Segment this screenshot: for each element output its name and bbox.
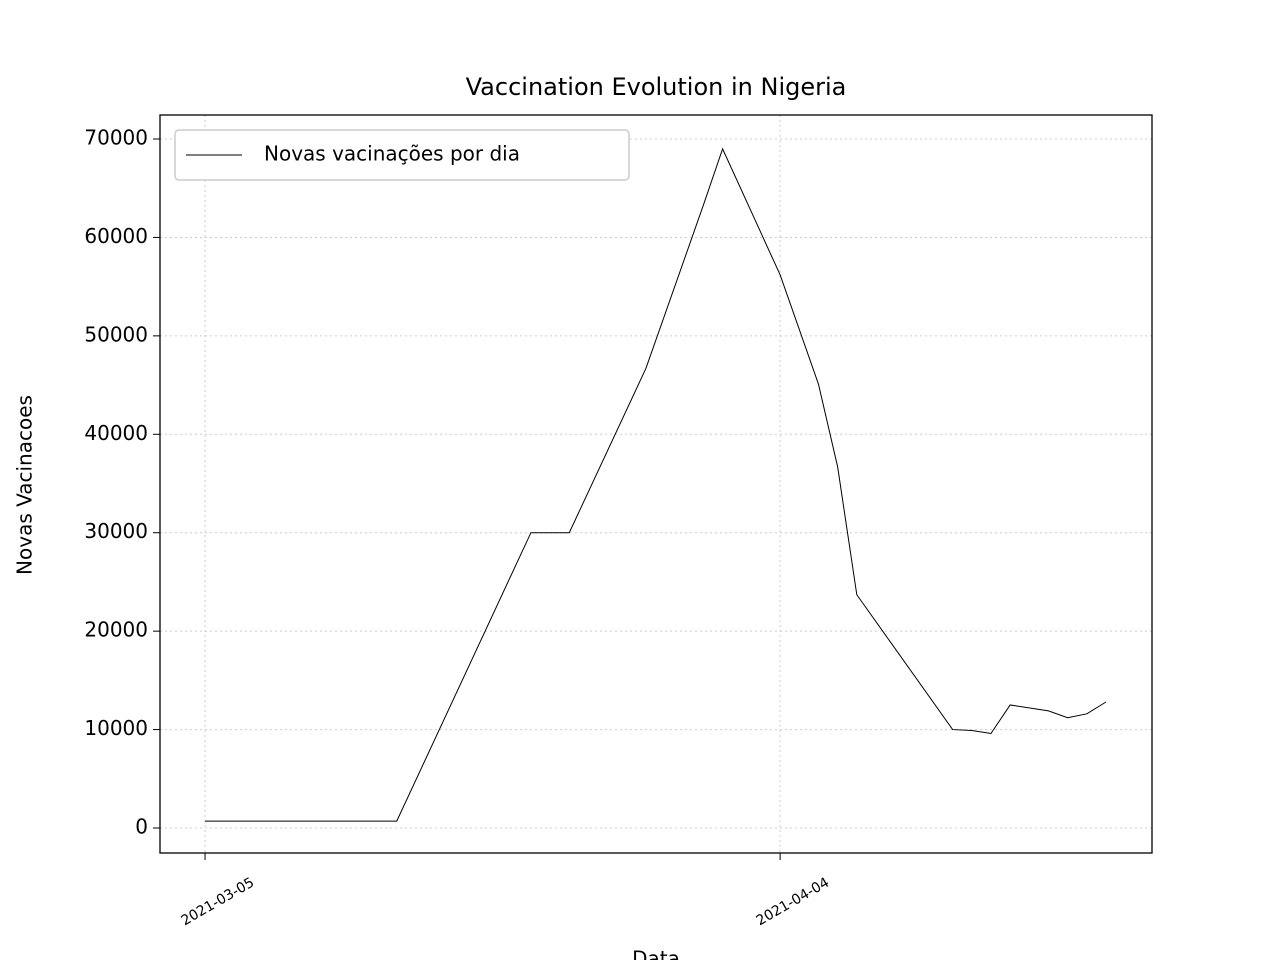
legend-label: Novas vacinações por dia xyxy=(264,142,520,166)
plot-frame xyxy=(159,114,1153,854)
x-axis-label: Data xyxy=(632,947,680,960)
data-line xyxy=(205,147,1107,822)
y-tick-label: 70000 xyxy=(84,126,148,150)
y-tick-label: 40000 xyxy=(84,421,148,445)
x-tick-label: 2021-03-05 xyxy=(179,875,257,930)
y-tick-label: 60000 xyxy=(84,224,148,248)
y-tick-label: 20000 xyxy=(84,618,148,642)
y-axis-label: Novas Vacinacoes xyxy=(13,395,37,575)
x-tick-label: 2021-04-04 xyxy=(754,875,833,930)
chart-title: Vaccination Evolution in Nigeria xyxy=(466,73,847,101)
legend: Novas vacinações por dia xyxy=(174,129,630,181)
y-tick-label: 50000 xyxy=(84,322,148,346)
y-tick-label: 0 xyxy=(135,814,148,838)
legend-box xyxy=(174,129,630,181)
y-tick-label: 30000 xyxy=(84,519,148,543)
y-tick-label: 10000 xyxy=(84,716,148,740)
